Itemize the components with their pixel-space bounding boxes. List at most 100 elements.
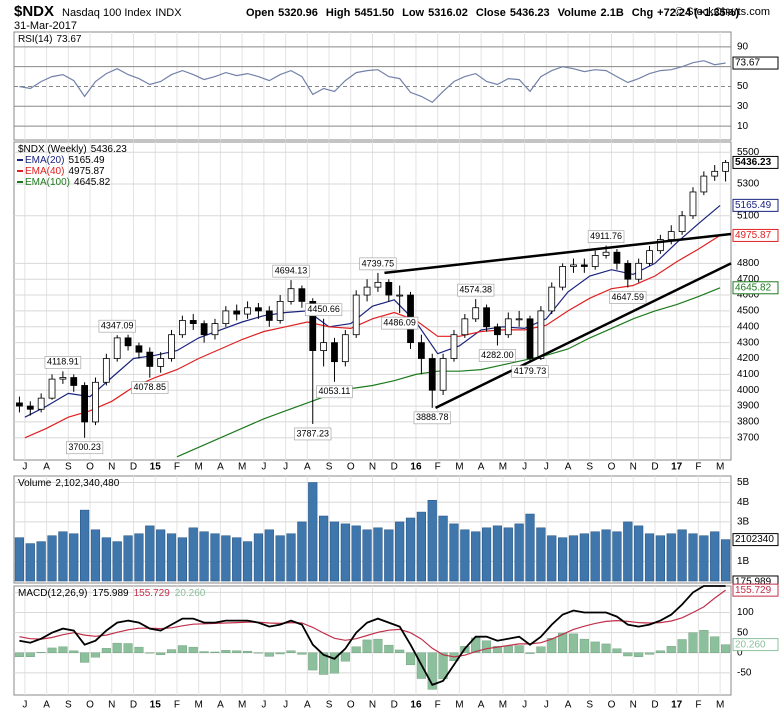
price-annotation: 4078.85: [131, 381, 169, 395]
y-tick-label: 3700: [737, 432, 760, 443]
volume-bar: [395, 521, 405, 582]
candle-body: [591, 255, 599, 267]
histogram-bar: [351, 646, 361, 653]
trend-line: [434, 262, 732, 409]
histogram-bar: [710, 636, 720, 653]
volume-bar: [80, 509, 90, 582]
candle-body: [244, 307, 251, 315]
histogram-bar: [405, 652, 416, 666]
volume-bar: [634, 525, 644, 582]
histogram-bar: [547, 638, 557, 653]
candle-body: [276, 300, 284, 321]
value-tag: 155.729: [732, 583, 779, 597]
candle-body: [428, 358, 436, 391]
histogram-bar: [362, 639, 372, 653]
x-tick-label: N: [369, 462, 376, 473]
quote-value: 2.1B: [601, 7, 624, 19]
candle-body: [635, 262, 643, 280]
volume-bar: [710, 531, 720, 582]
candle-body: [81, 385, 89, 423]
candle-body: [233, 310, 241, 315]
symbol: $NDX: [14, 3, 54, 20]
quote-name: Low: [402, 7, 424, 19]
annotation-box: [413, 411, 451, 425]
x-tick-label: S: [65, 700, 72, 711]
x-tick-label: D: [130, 700, 137, 711]
value-tag: 5436.23: [732, 155, 779, 169]
y-tick-label: 5100: [737, 210, 760, 221]
quote-name: Chg: [632, 7, 653, 19]
x-tick-label: M: [195, 462, 203, 473]
annotation-label: 4118.91: [47, 357, 79, 367]
candle-body: [178, 320, 186, 336]
annotation-label: 4486.09: [383, 317, 416, 327]
x-tick-label: M: [716, 700, 724, 711]
y-tick-label: 5B: [737, 477, 750, 488]
x-tick-label: O: [86, 700, 94, 711]
trend-line: [384, 232, 732, 275]
quote-value: 5316.02: [428, 7, 468, 19]
price-annotation: 4347.09: [98, 319, 136, 333]
tag-box: [732, 583, 779, 597]
candle-body: [689, 191, 697, 217]
price-annotation: 3888.78: [413, 411, 451, 425]
legend-entry: EMA(40) 4975.87: [25, 166, 105, 177]
candle-body: [461, 318, 469, 336]
annotation-box: [511, 365, 549, 379]
volume-bar: [384, 529, 394, 582]
price-annotation: 4574.38: [457, 283, 495, 297]
volume-bar: [547, 535, 557, 582]
volume-bar: [373, 527, 383, 582]
volume-bar: [112, 541, 122, 582]
legend-value: 73.67: [56, 34, 81, 45]
value-tag: 73.67: [732, 56, 779, 70]
volume-bar: [242, 541, 253, 582]
histogram-bar: [579, 638, 589, 653]
x-tick-label: F: [435, 700, 441, 711]
x-tick-label: J: [283, 462, 288, 473]
x-tick-label: J: [544, 462, 549, 473]
volume-bar: [156, 529, 166, 582]
volume-bar: [123, 535, 133, 582]
y-tick-label: 5300: [737, 179, 760, 190]
annotation-label: 4053.11: [319, 386, 351, 396]
price-annotation: 4053.11: [316, 385, 353, 399]
volume-bar: [536, 527, 546, 582]
histogram-bar: [492, 646, 502, 653]
histogram-bar: [329, 652, 340, 674]
y-tick-label: 4000: [737, 385, 760, 396]
volume-bar: [14, 537, 25, 582]
candle-body: [537, 310, 545, 359]
x-tick-label: F: [174, 462, 180, 473]
volume-bar: [427, 499, 437, 582]
candle-body: [48, 378, 56, 399]
histogram-bar: [58, 646, 68, 653]
histogram-bar: [384, 644, 394, 653]
annotation-box: [44, 356, 82, 369]
candle-body: [613, 251, 621, 264]
rsi-line: [19, 60, 726, 104]
x-tick-label: A: [217, 462, 224, 473]
x-tick-label: D: [651, 462, 658, 473]
x-tick-label: 16: [410, 700, 422, 711]
histogram-bar: [666, 646, 676, 653]
legend-name: EMA(100): [25, 177, 70, 188]
x-tick-label: O: [608, 462, 616, 473]
legend-name: $NDX (Weekly): [18, 144, 87, 155]
plot-area: J A S O N D 15 F M A M J J A S O N D 16 F M A M J J A S O N D 17 F M J A S O…: [13, 31, 779, 711]
price-annotation: 4179.73: [511, 365, 549, 379]
value-tag: 4645.82: [732, 281, 779, 295]
volume-bar: [69, 533, 79, 582]
volume-bar: [253, 533, 264, 582]
volume-bar: [558, 537, 568, 582]
histogram-bar: [25, 652, 35, 657]
y-tick-label: 4100: [737, 369, 760, 380]
annotation-label: 4574.38: [459, 284, 492, 294]
histogram-bar: [80, 652, 90, 663]
candle-body: [711, 170, 719, 177]
annotation-box: [359, 257, 397, 271]
y-tick-label: 50: [737, 81, 749, 92]
histogram-bar: [69, 650, 79, 653]
histogram-bar: [166, 649, 177, 653]
